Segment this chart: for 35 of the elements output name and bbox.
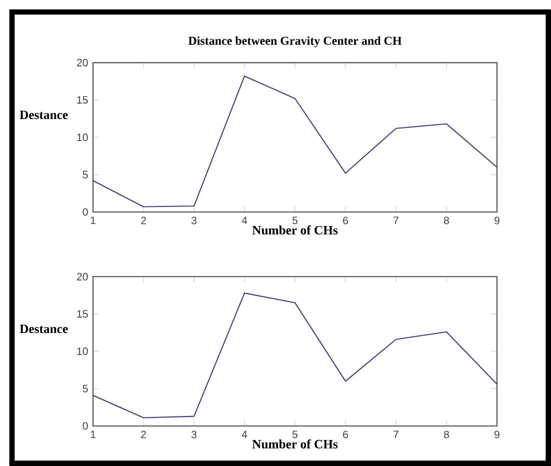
y-tick-label: 20 <box>76 58 88 66</box>
x-tick-label: 6 <box>343 430 348 438</box>
line-series <box>93 292 497 418</box>
x-tick-label: 7 <box>394 430 398 438</box>
line-series <box>93 76 497 208</box>
x-tick-label: 8 <box>444 216 449 224</box>
x-tick-label: 1 <box>90 216 96 224</box>
x-tick-label: 9 <box>494 216 500 224</box>
x-tick-label: 5 <box>292 216 298 224</box>
x-tick-label: 3 <box>191 430 196 438</box>
x-tick-label: 7 <box>394 216 398 224</box>
chart-title: Distance between Gravity Center and CH <box>188 36 402 48</box>
x-axis-title: Number of CHs <box>252 225 338 234</box>
y-axis-title: Destance <box>20 110 68 120</box>
x-tick-label: 1 <box>90 430 96 438</box>
x-tick-label: 3 <box>191 216 196 224</box>
y-tick-label: 5 <box>82 384 88 392</box>
y-tick-label: 0 <box>82 422 88 430</box>
x-tick-label: 5 <box>292 430 298 438</box>
x-tick-label: 6 <box>343 216 348 224</box>
x-tick-label: 9 <box>494 430 500 438</box>
x-tick-label: 2 <box>141 430 146 438</box>
x-tick-label: 4 <box>242 216 248 224</box>
y-tick-label: 10 <box>77 134 88 142</box>
y-tick-label: 15 <box>77 96 88 104</box>
y-axis-title: Destance <box>20 324 68 334</box>
x-tick-label: 2 <box>141 216 146 224</box>
x-tick-label: 8 <box>444 430 449 438</box>
y-tick-label: 10 <box>77 348 88 356</box>
y-tick-label: 15 <box>77 310 88 318</box>
x-tick-label: 4 <box>242 430 248 438</box>
y-tick-label: 20 <box>76 272 88 280</box>
y-tick-label: 0 <box>82 208 88 216</box>
y-tick-label: 5 <box>82 170 88 178</box>
x-axis-title: Number of CHs <box>252 439 338 448</box>
